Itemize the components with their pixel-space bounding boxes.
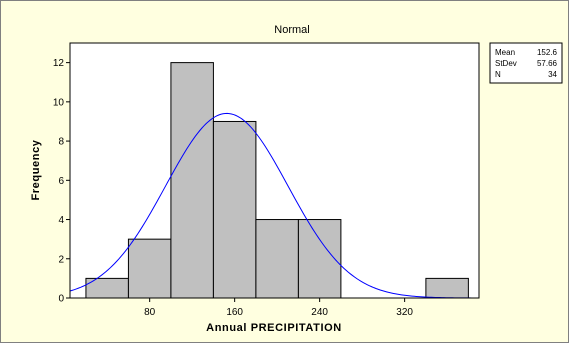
y-axis: 0 2 4 6 8 10 12 — [53, 58, 70, 305]
y-tick-label: 2 — [58, 254, 64, 265]
x-axis: 80 160 240 320 — [144, 298, 413, 318]
y-tick-label: 8 — [58, 137, 64, 148]
bars-group — [85, 62, 469, 299]
y-tick-label: 12 — [53, 58, 65, 69]
x-tick-label: 80 — [144, 307, 156, 318]
histogram-bar — [255, 219, 299, 299]
stats-legend: Mean 152.6 StDev 57.66 N 34 — [489, 42, 563, 84]
stat-label: Mean — [495, 48, 515, 57]
histogram-bar — [297, 219, 342, 299]
histogram-bar — [212, 120, 257, 299]
y-tick-label: 10 — [53, 97, 65, 108]
stat-value: 57.66 — [537, 59, 558, 68]
x-tick-label: 240 — [311, 307, 328, 318]
stat-label: StDev — [495, 59, 517, 68]
normal-fit-curve — [69, 112, 478, 299]
y-tick-label: 6 — [58, 176, 64, 187]
y-tick-label: 0 — [58, 294, 64, 305]
histogram-bar — [127, 238, 172, 299]
stat-value: 34 — [548, 70, 557, 79]
x-tick-label: 160 — [226, 307, 243, 318]
histogram-bar — [425, 277, 469, 299]
stats-legend-border — [489, 42, 563, 84]
stat-label: N — [495, 70, 501, 79]
chart-title: Normal — [274, 24, 309, 36]
y-axis-title: Frequency — [30, 139, 42, 200]
x-tick-label: 320 — [396, 307, 413, 318]
histogram-bar — [170, 62, 214, 299]
y-tick-label: 4 — [58, 215, 64, 226]
plot-border — [69, 42, 480, 299]
stat-value: 152.6 — [537, 48, 558, 57]
x-axis-title: Annual PRECIPITATION — [206, 322, 342, 334]
